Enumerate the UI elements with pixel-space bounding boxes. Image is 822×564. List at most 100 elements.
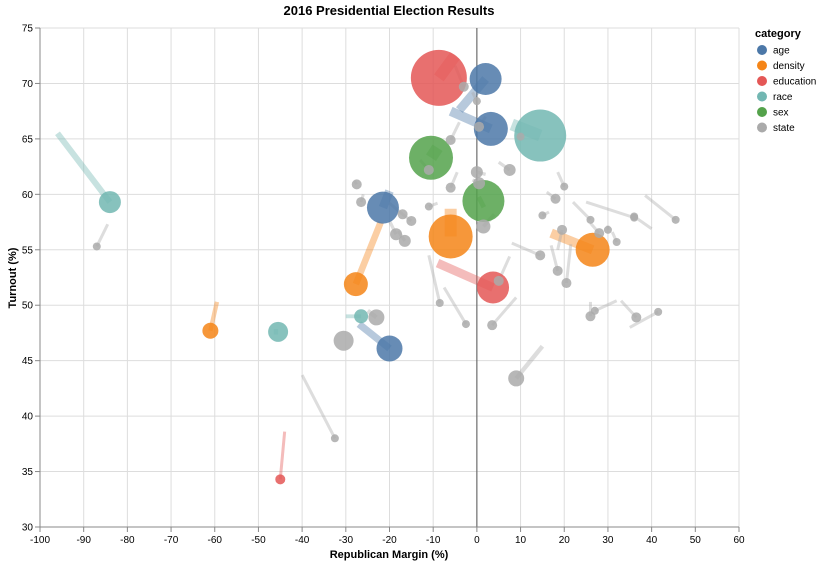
state-point [470,166,483,179]
chart-title: 2016 Presidential Election Results [284,3,495,18]
state-point [330,434,339,443]
state-point [406,215,417,226]
state-point [461,320,470,329]
x-tick-label: -10 [426,535,441,546]
y-tick-label: 60 [22,190,34,201]
x-axis: -100 -90 -80 -70 -60 -50 -40 -30 -20 -10 0 10 20 30 40… [30,526,745,546]
state-movement-line [491,296,518,327]
x-tick-label: -100 [30,535,50,546]
education-point [410,49,467,106]
state-movement-line [644,194,677,222]
density-point [428,214,473,259]
education-movement-line [278,431,287,480]
race-point [514,109,567,162]
y-axis: 30 35 40 45 50 55 60 65 70 75 [22,24,41,534]
x-tick-label: -70 [164,535,179,546]
race-movement-line [55,131,113,204]
age-point [366,191,399,224]
state-point [351,179,362,190]
state-point [603,225,612,234]
x-tick-label: 40 [646,535,658,546]
state-movement-line [442,286,468,325]
state-point [424,202,433,211]
state-point [356,197,367,208]
legend-swatch-race [757,91,767,102]
state-point [398,234,411,247]
state-point [368,309,385,326]
legend-swatch-education [757,76,767,86]
state-movement-line [511,241,541,257]
y-tick-label: 70 [22,79,34,90]
race-point [268,321,289,342]
sex-point [409,135,454,180]
state-point [630,212,639,221]
x-tick-label: 50 [690,535,702,546]
state-point [487,320,498,331]
state-point [474,121,485,132]
legend-label-age: age [773,46,790,57]
state-point [472,97,481,106]
legend-label-education: education [773,77,816,88]
state-point [445,182,456,193]
state-point [516,132,525,141]
y-tick-label: 40 [22,412,34,423]
state-point [550,193,561,204]
age-point [473,111,508,146]
state-movement-line [594,299,618,313]
age-point [469,63,502,96]
race-point [354,309,369,324]
state-point [435,299,444,308]
state-point [594,228,605,239]
legend: category age density education race sex state [755,28,816,134]
education-point [275,474,286,485]
state-point [654,307,663,316]
state-point [445,134,456,145]
y-tick-label: 45 [22,356,34,367]
legend-title: category [755,28,802,40]
density-point [343,272,368,297]
data-points [92,49,680,485]
age-point [376,335,403,362]
state-point [493,275,504,286]
x-tick-label: -20 [382,535,397,546]
state-movement-line [571,201,592,221]
density-point [575,232,610,267]
education-point [477,271,510,304]
y-tick-label: 75 [22,24,34,35]
state-point [590,306,599,315]
x-tick-label: 30 [602,535,614,546]
y-tick-label: 55 [22,245,34,256]
legend-swatch-density [757,60,767,71]
state-point [476,219,491,234]
density-point [202,322,219,339]
legend-label-state: state [773,123,795,134]
x-tick-label: -90 [76,535,91,546]
state-point [333,330,354,351]
x-tick-label: -30 [339,535,354,546]
state-movement-line [564,244,573,284]
state-point [423,164,434,175]
state-point [560,182,569,191]
x-tick-label: -60 [208,535,223,546]
state-point [671,215,680,224]
legend-label-race: race [773,92,793,103]
y-tick-label: 35 [22,467,34,478]
x-tick-label: -50 [251,535,266,546]
x-tick-label: -80 [120,535,135,546]
state-point [397,209,408,220]
legend-swatch-state [757,122,767,133]
state-movement-line [300,374,337,439]
legend-swatch-sex [757,107,767,117]
state-point [631,312,642,323]
state-movement-line [629,310,659,329]
state-point [92,242,101,251]
state-movement-line [427,254,442,304]
x-tick-label: -40 [295,535,310,546]
y-tick-label: 30 [22,523,34,534]
state-point [503,163,516,176]
x-tick-label: 60 [733,535,745,546]
state-point [390,228,403,241]
state-point [561,278,572,289]
state-point [557,224,568,235]
